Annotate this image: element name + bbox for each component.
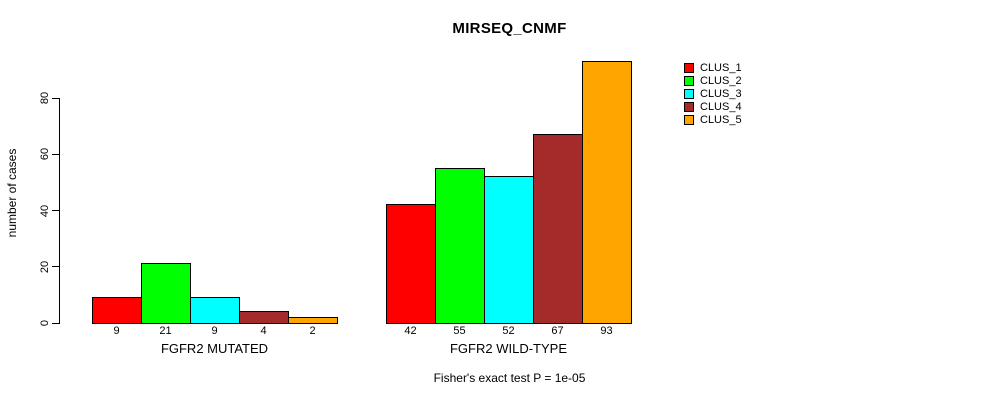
bar-clus_3 xyxy=(484,176,534,324)
y-axis-line xyxy=(59,97,60,324)
legend-swatch-icon xyxy=(684,75,694,86)
legend-label: CLUS_3 xyxy=(700,87,742,100)
bar-clus_3 xyxy=(190,297,240,324)
legend-label: CLUS_1 xyxy=(700,61,742,74)
legend-item-clus_2: CLUS_2 xyxy=(684,74,742,87)
bar-clus_2 xyxy=(435,167,485,324)
bar-clus_5 xyxy=(582,60,632,324)
bar-value-label: 42 xyxy=(404,325,417,337)
y-axis-tick xyxy=(52,266,59,268)
legend: CLUS_1 CLUS_2 CLUS_3 CLUS_4 CLUS_5 xyxy=(684,61,742,127)
group-label: FGFR2 MUTATED xyxy=(160,341,269,356)
legend-item-clus_1: CLUS_1 xyxy=(684,61,742,74)
legend-label: CLUS_2 xyxy=(700,74,742,87)
y-axis-tick xyxy=(52,153,59,155)
y-axis-tick-label: 40 xyxy=(39,204,51,217)
legend-swatch-icon xyxy=(684,62,694,73)
legend-item-clus_4: CLUS_4 xyxy=(684,101,742,114)
bar-clus_2 xyxy=(141,263,191,324)
y-axis-tick xyxy=(52,322,59,324)
legend-swatch-icon xyxy=(684,102,694,113)
legend-swatch-icon xyxy=(684,88,694,99)
bar-clus_5 xyxy=(288,316,338,324)
legend-item-clus_3: CLUS_3 xyxy=(684,87,742,100)
bar-value-label: 9 xyxy=(113,325,120,337)
bar-value-label: 67 xyxy=(551,325,564,337)
y-axis-tick-label: 60 xyxy=(39,148,51,161)
y-axis-tick-label: 80 xyxy=(39,91,51,105)
group-label: FGFR2 WILD-TYPE xyxy=(449,341,567,356)
bar-value-label: 93 xyxy=(600,325,613,337)
legend-label: CLUS_4 xyxy=(700,101,742,114)
legend-swatch-icon xyxy=(684,115,694,126)
y-axis-tick-label: 20 xyxy=(39,260,51,273)
bar-clus_4 xyxy=(533,134,583,324)
y-axis-tick-label: 0 xyxy=(39,319,51,327)
bar-clus_4 xyxy=(239,311,289,324)
bar-value-label: 9 xyxy=(211,325,218,337)
bar-value-label: 2 xyxy=(309,325,316,337)
caption: Fisher's exact test P = 1e-05 xyxy=(433,371,586,385)
legend-item-clus_5: CLUS_5 xyxy=(684,114,742,127)
chart-title: MIRSEQ_CNMF xyxy=(452,20,567,37)
bar-value-label: 52 xyxy=(502,325,515,337)
y-axis-tick xyxy=(52,97,59,99)
bar-value-label: 21 xyxy=(159,325,172,337)
bar-clus_1 xyxy=(386,204,436,324)
bar-value-label: 4 xyxy=(260,325,267,337)
bar-clus_1 xyxy=(92,297,142,324)
legend-label: CLUS_5 xyxy=(700,114,742,127)
y-axis-tick xyxy=(52,210,59,211)
bar-value-label: 55 xyxy=(453,325,466,337)
y-axis-label: number of cases xyxy=(5,148,19,238)
